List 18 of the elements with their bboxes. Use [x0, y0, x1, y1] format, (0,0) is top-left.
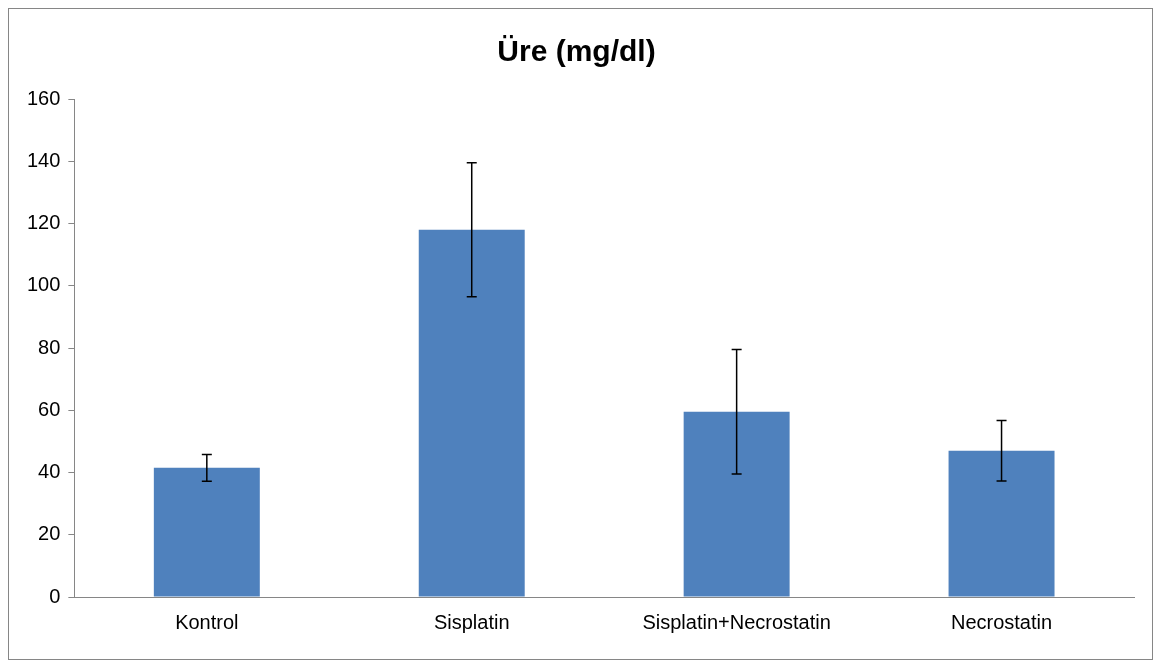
y-tick-label: 0: [49, 584, 61, 607]
y-tick-label: 60: [38, 397, 61, 420]
x-tick-label: Necrostatin: [950, 610, 1053, 633]
y-tick-label: 160: [26, 86, 61, 109]
chart-title: Üre (mg/dl): [497, 34, 656, 68]
x-tick-label: Kontrol: [175, 610, 239, 633]
bar: [418, 229, 525, 597]
bar: [153, 467, 260, 597]
x-tick-label: Sisplatin+Necrostatin: [642, 610, 831, 633]
y-tick-label: 140: [26, 148, 61, 171]
y-tick-label: 120: [26, 211, 61, 234]
y-tick-label: 80: [38, 335, 61, 358]
bar: [948, 450, 1055, 597]
x-tick-label: Sisplatin: [433, 610, 510, 633]
bar: [683, 411, 790, 597]
y-tick-label: 20: [38, 522, 61, 545]
y-tick-label: 40: [38, 460, 61, 483]
y-tick-label: 100: [26, 273, 61, 296]
